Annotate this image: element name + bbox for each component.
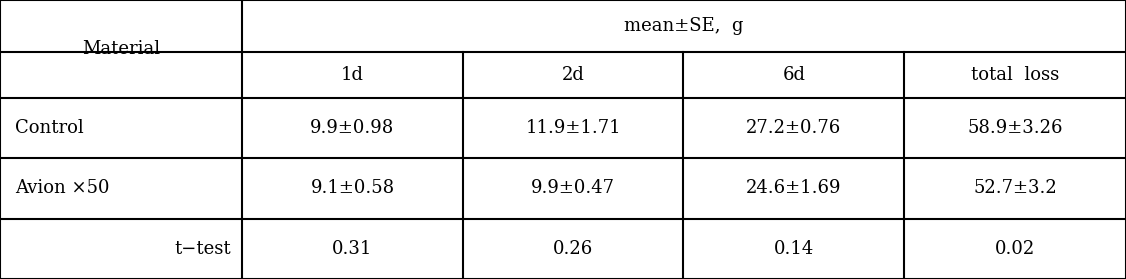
Text: 0.14: 0.14 bbox=[774, 240, 814, 258]
Text: 27.2±0.76: 27.2±0.76 bbox=[747, 119, 841, 137]
Text: 6d: 6d bbox=[783, 66, 805, 84]
Text: 1d: 1d bbox=[341, 66, 364, 84]
Text: 24.6±1.69: 24.6±1.69 bbox=[747, 179, 841, 198]
Text: Material: Material bbox=[82, 40, 160, 58]
Text: Avion ×50: Avion ×50 bbox=[15, 179, 109, 198]
Text: 11.9±1.71: 11.9±1.71 bbox=[526, 119, 620, 137]
Text: mean±SE,  g: mean±SE, g bbox=[624, 17, 744, 35]
Text: total  loss: total loss bbox=[971, 66, 1060, 84]
Text: 0.02: 0.02 bbox=[995, 240, 1035, 258]
Text: t−test: t−test bbox=[175, 240, 231, 258]
Text: 0.26: 0.26 bbox=[553, 240, 593, 258]
Text: 0.31: 0.31 bbox=[332, 240, 373, 258]
Text: 52.7±3.2: 52.7±3.2 bbox=[973, 179, 1057, 198]
Text: Control: Control bbox=[15, 119, 83, 137]
Text: 9.9±0.98: 9.9±0.98 bbox=[311, 119, 394, 137]
Text: 2d: 2d bbox=[562, 66, 584, 84]
Text: 58.9±3.26: 58.9±3.26 bbox=[967, 119, 1063, 137]
Text: 9.1±0.58: 9.1±0.58 bbox=[311, 179, 394, 198]
Text: 9.9±0.47: 9.9±0.47 bbox=[531, 179, 615, 198]
